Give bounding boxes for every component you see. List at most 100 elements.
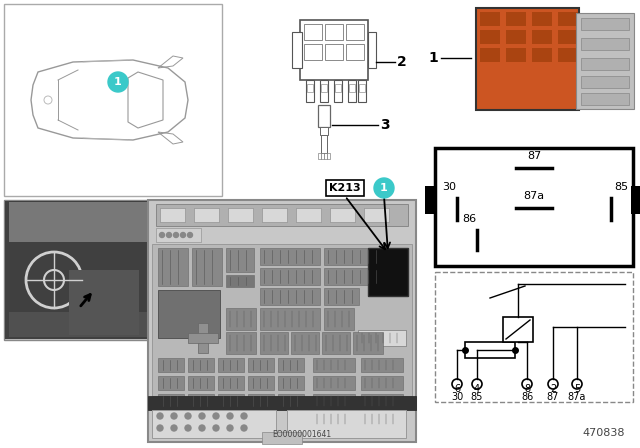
Bar: [361, 412, 403, 426]
Bar: [348, 80, 356, 102]
Bar: [325, 44, 343, 60]
Circle shape: [173, 233, 179, 237]
Bar: [278, 376, 304, 390]
Circle shape: [171, 425, 177, 431]
Bar: [330, 208, 355, 222]
Bar: [156, 228, 201, 242]
Bar: [480, 30, 500, 44]
Bar: [321, 84, 327, 92]
Circle shape: [188, 233, 193, 237]
Bar: [192, 248, 222, 286]
Bar: [304, 44, 322, 60]
Bar: [188, 333, 218, 343]
Bar: [324, 248, 384, 265]
Bar: [324, 308, 354, 330]
Bar: [5, 201, 153, 339]
Bar: [278, 394, 304, 408]
Bar: [9, 312, 149, 337]
Circle shape: [185, 413, 191, 419]
Text: 5: 5: [574, 384, 580, 394]
Bar: [152, 410, 276, 438]
Bar: [334, 80, 342, 102]
Bar: [361, 376, 403, 390]
Bar: [580, 93, 629, 105]
Circle shape: [180, 233, 186, 237]
Circle shape: [241, 425, 247, 431]
Bar: [506, 30, 526, 44]
Bar: [361, 358, 403, 372]
Bar: [198, 323, 208, 353]
Bar: [148, 396, 416, 410]
Text: 470838: 470838: [582, 428, 625, 438]
Bar: [260, 268, 320, 285]
Bar: [558, 12, 578, 26]
Bar: [260, 332, 288, 354]
Circle shape: [166, 233, 172, 237]
Bar: [158, 290, 220, 338]
Bar: [364, 208, 389, 222]
Circle shape: [374, 178, 394, 198]
Bar: [335, 84, 341, 92]
Text: 86: 86: [521, 392, 533, 402]
Bar: [260, 248, 320, 265]
Bar: [226, 275, 254, 287]
Bar: [321, 135, 327, 153]
Bar: [580, 58, 629, 70]
Bar: [322, 332, 350, 354]
Bar: [358, 330, 406, 346]
Circle shape: [157, 425, 163, 431]
Bar: [188, 358, 214, 372]
Bar: [358, 80, 366, 102]
Text: 86: 86: [462, 214, 476, 224]
Bar: [506, 48, 526, 62]
Bar: [313, 412, 355, 426]
Bar: [4, 4, 222, 196]
Text: 87: 87: [547, 392, 559, 402]
Circle shape: [171, 413, 177, 419]
Bar: [313, 358, 355, 372]
Text: 8: 8: [524, 384, 530, 394]
Text: 87: 87: [527, 151, 541, 161]
Bar: [4, 200, 154, 340]
Circle shape: [213, 425, 219, 431]
Bar: [260, 308, 320, 330]
Bar: [262, 432, 302, 444]
Text: 87a: 87a: [524, 191, 545, 201]
Text: 6: 6: [454, 384, 460, 394]
Bar: [580, 76, 629, 88]
Text: 1: 1: [428, 51, 438, 65]
Text: 4: 4: [474, 384, 480, 394]
Circle shape: [213, 413, 219, 419]
Bar: [480, 12, 500, 26]
Text: 30: 30: [451, 392, 463, 402]
Bar: [318, 153, 321, 159]
Bar: [218, 394, 244, 408]
Bar: [218, 358, 244, 372]
Text: 30: 30: [442, 182, 456, 192]
Text: 1: 1: [380, 183, 388, 193]
Bar: [313, 394, 355, 408]
Text: 2: 2: [550, 384, 556, 394]
Bar: [324, 153, 327, 159]
Bar: [260, 288, 320, 305]
Bar: [346, 44, 364, 60]
Bar: [349, 84, 355, 92]
Bar: [296, 208, 321, 222]
Text: 2: 2: [397, 55, 407, 69]
Bar: [532, 30, 552, 44]
Bar: [476, 8, 579, 110]
Bar: [631, 186, 640, 214]
Bar: [320, 127, 328, 135]
Bar: [226, 332, 256, 354]
Bar: [262, 208, 287, 222]
Bar: [353, 332, 383, 354]
Bar: [228, 208, 253, 222]
Bar: [287, 410, 406, 438]
Bar: [558, 30, 578, 44]
Bar: [188, 394, 214, 408]
Bar: [326, 180, 364, 196]
Text: 1: 1: [114, 77, 122, 87]
Text: 3: 3: [380, 118, 390, 132]
Bar: [346, 24, 364, 40]
Bar: [425, 186, 437, 214]
